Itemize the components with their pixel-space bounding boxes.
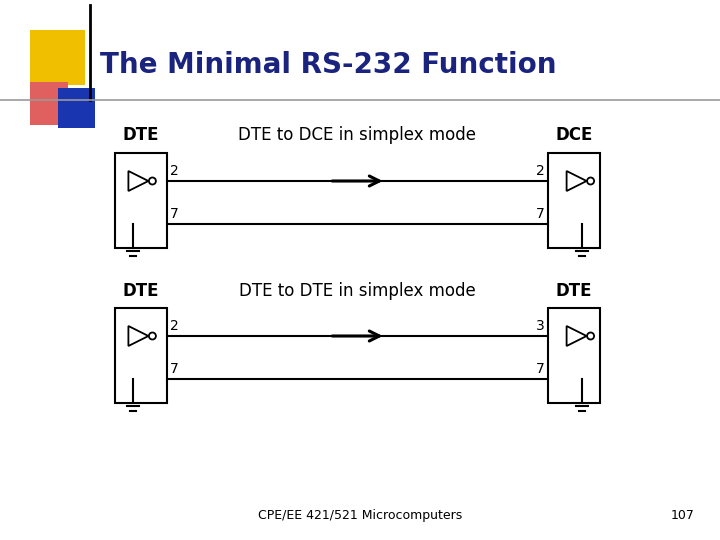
- Text: 2: 2: [170, 319, 179, 333]
- Text: 7: 7: [170, 207, 179, 221]
- Polygon shape: [30, 82, 68, 125]
- Polygon shape: [30, 30, 85, 85]
- Text: DTE: DTE: [122, 126, 159, 145]
- Text: 7: 7: [536, 207, 545, 221]
- Bar: [548, 152, 600, 247]
- Text: 2: 2: [536, 164, 545, 178]
- Text: 107: 107: [671, 509, 695, 522]
- Text: DTE: DTE: [556, 281, 593, 300]
- Text: 2: 2: [170, 164, 179, 178]
- Text: DTE to DCE in simplex mode: DTE to DCE in simplex mode: [238, 126, 477, 145]
- Polygon shape: [58, 88, 95, 128]
- Bar: [548, 307, 600, 402]
- Text: The Minimal RS-232 Function: The Minimal RS-232 Function: [100, 51, 557, 79]
- Bar: [115, 152, 167, 247]
- Text: DCE: DCE: [555, 126, 593, 145]
- Text: DTE to DTE in simplex mode: DTE to DTE in simplex mode: [239, 281, 476, 300]
- Text: 7: 7: [536, 362, 545, 376]
- Text: CPE/EE 421/521 Microcomputers: CPE/EE 421/521 Microcomputers: [258, 509, 462, 522]
- Text: DTE: DTE: [122, 281, 159, 300]
- Text: 3: 3: [536, 319, 545, 333]
- Text: 7: 7: [170, 362, 179, 376]
- Bar: [115, 307, 167, 402]
